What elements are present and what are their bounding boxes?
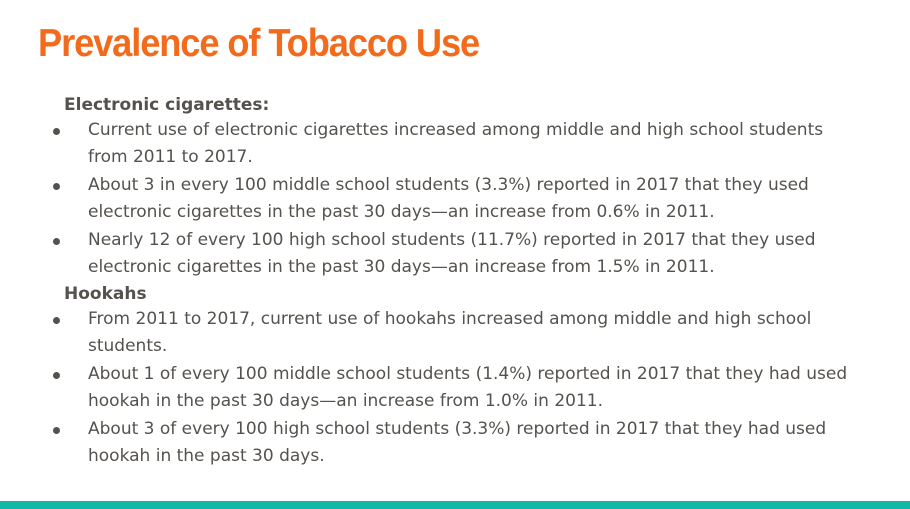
bullet-list: Current use of electronic cigarettes inc…	[0, 117, 910, 281]
bullet-icon	[53, 238, 60, 245]
section-heading: Electronic cigarettes:	[64, 95, 270, 115]
section-electronic-cigarettes: Electronic cigarettes: Current use of el…	[0, 93, 910, 281]
bottom-accent-bar	[0, 501, 910, 509]
bullet-icon	[53, 183, 60, 190]
list-item: About 3 of every 100 high school student…	[0, 416, 910, 470]
list-item: Nearly 12 of every 100 high school stude…	[0, 227, 910, 281]
bullet-list: From 2011 to 2017, current use of hookah…	[0, 306, 910, 470]
list-item: From 2011 to 2017, current use of hookah…	[0, 306, 910, 360]
bullet-icon	[53, 372, 60, 379]
bullet-icon	[53, 128, 60, 135]
section-heading: Hookahs	[64, 284, 147, 304]
bullet-text: From 2011 to 2017, current use of hookah…	[88, 309, 812, 356]
bullet-text: About 3 in every 100 middle school stude…	[88, 175, 809, 222]
bullet-text: Current use of electronic cigarettes inc…	[88, 120, 824, 167]
bullet-icon	[53, 317, 60, 324]
slide-title: Prevalence of Tobacco Use	[38, 22, 480, 65]
slide-body: Electronic cigarettes: Current use of el…	[0, 93, 910, 471]
bullet-text: Nearly 12 of every 100 high school stude…	[88, 230, 816, 277]
list-item: Current use of electronic cigarettes inc…	[0, 117, 910, 171]
bullet-text: About 3 of every 100 high school student…	[88, 419, 827, 466]
section-hookahs: Hookahs From 2011 to 2017, current use o…	[0, 282, 910, 470]
list-item: About 1 of every 100 middle school stude…	[0, 361, 910, 415]
bullet-icon	[53, 427, 60, 434]
bullet-text: About 1 of every 100 middle school stude…	[88, 364, 848, 411]
list-item: About 3 in every 100 middle school stude…	[0, 172, 910, 226]
